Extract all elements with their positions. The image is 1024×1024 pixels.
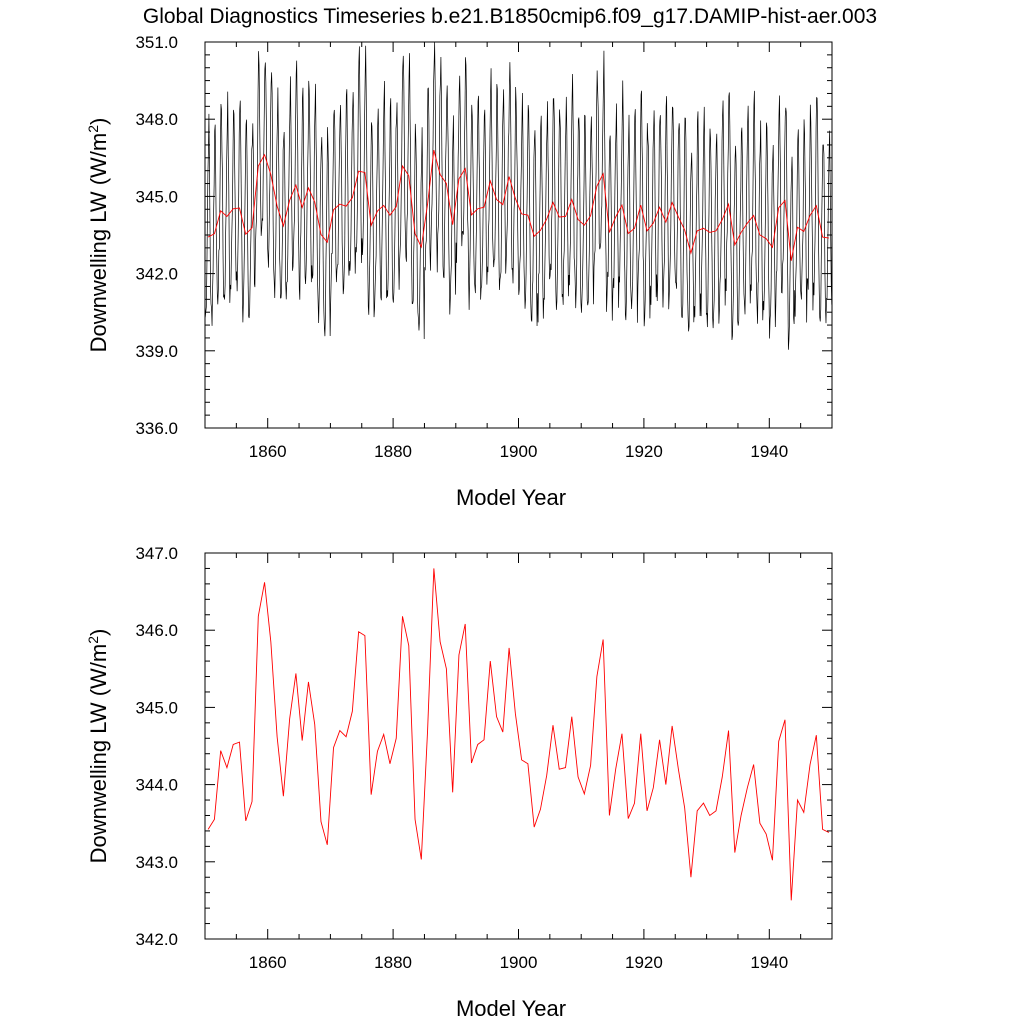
x-tick-label: 1860: [249, 953, 287, 972]
x-tick-label: 1900: [500, 442, 538, 461]
y-tick-label: 345.0: [135, 187, 178, 206]
y-axis-title-top: Downwelling LW (W/m2): [85, 118, 111, 353]
tick-marks-top: [204, 41, 833, 429]
annual-panel: 1860 1880 1900 1920 1940 342.0 343.0 344.0 345.0…: [85, 544, 833, 1021]
y-axis-title-bottom: Downwelling LW (W/m2): [85, 629, 111, 864]
x-tick-label: 1920: [625, 442, 663, 461]
annual-series-line: [207, 568, 830, 901]
x-tick-label: 1880: [374, 953, 412, 972]
monthly-and-annual-panel: 1860 1880 1900 1920 1940 336.0 339.0 342.0 345.0…: [85, 33, 833, 510]
y-tick-label: 344.0: [135, 776, 178, 795]
annual-series-line: [207, 149, 829, 261]
plot-frame-bottom: [204, 552, 833, 940]
figure-title: Global Diagnostics Timeseries b.e21.B185…: [143, 5, 877, 28]
monthly-and-annual-plot-area: [204, 42, 833, 350]
tick-labels-top: 1860 1880 1900 1920 1940 336.0 339.0 342.0 345.0…: [135, 33, 788, 461]
y-tick-label: 348.0: [135, 110, 178, 129]
x-tick-label: 1940: [750, 442, 788, 461]
x-tick-label: 1880: [374, 442, 412, 461]
y-tick-label: 342.0: [135, 265, 178, 284]
y-tick-label: 343.0: [135, 853, 178, 872]
annual-plot-area: [207, 568, 830, 901]
tick-labels-bottom: 1860 1880 1900 1920 1940 342.0 343.0 344.0 345.0…: [135, 544, 788, 972]
y-tick-label: 346.0: [135, 621, 178, 640]
y-tick-label: 339.0: [135, 342, 178, 361]
x-axis-title-bottom: Model Year: [456, 996, 566, 1021]
monthly-series-line: [204, 42, 833, 350]
y-tick-label: 351.0: [135, 33, 178, 52]
x-tick-label: 1860: [249, 442, 287, 461]
plot-frame-top: [204, 41, 833, 429]
y-tick-label: 342.0: [135, 930, 178, 949]
tick-marks-bottom: [204, 552, 833, 940]
x-tick-label: 1940: [750, 953, 788, 972]
y-tick-label: 336.0: [135, 419, 178, 438]
x-tick-label: 1920: [625, 953, 663, 972]
y-tick-label: 345.0: [135, 698, 178, 717]
x-tick-label: 1900: [500, 953, 538, 972]
y-tick-label: 347.0: [135, 544, 178, 563]
x-axis-title-top: Model Year: [456, 485, 566, 510]
